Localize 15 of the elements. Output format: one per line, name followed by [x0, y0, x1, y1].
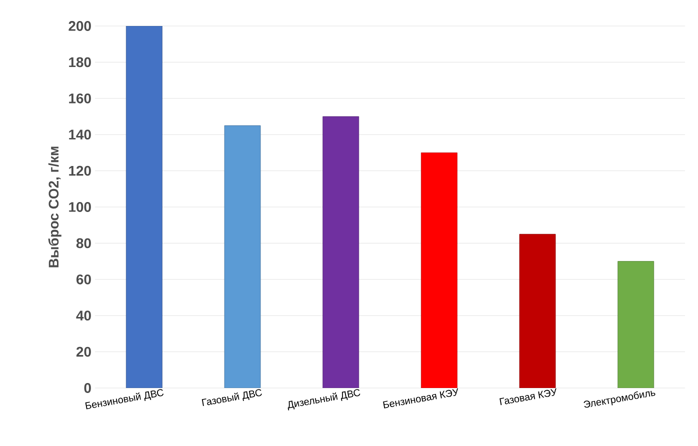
y-tick-label: 0 — [84, 383, 91, 393]
y-tick-label: 60 — [76, 274, 91, 284]
x-tick-label: Газовый ДВС — [202, 389, 262, 406]
y-tick-label: 180 — [69, 57, 91, 68]
y-tick-label: 20 — [76, 346, 91, 357]
y-tick-label: 120 — [69, 166, 91, 176]
y-tick-label: 160 — [69, 93, 91, 104]
y-tick-label: 40 — [76, 310, 91, 321]
y-tick-label: 100 — [69, 202, 91, 212]
x-tick-label: Газовая КЭУ — [500, 388, 556, 406]
y-tick-label: 80 — [76, 238, 91, 248]
y-axis-title: Выброс CO2, г/км — [48, 146, 62, 268]
y-tick-label: 200 — [68, 21, 91, 31]
x-tick-label: Бензиновая КЭУ — [383, 388, 458, 408]
y-tick-label: 140 — [69, 130, 91, 140]
